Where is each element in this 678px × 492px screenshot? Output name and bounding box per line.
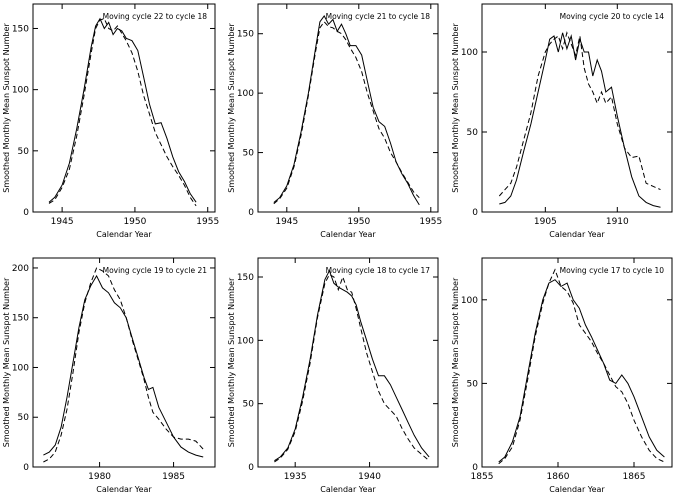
panel-annotation: Moving cycle 21 to cycle 18 [326, 12, 431, 21]
y-axis-label: Smoothed Monthly Mean Sunspot Number [227, 23, 236, 193]
panel-annotation: Moving cycle 19 to cycle 21 [103, 266, 208, 275]
panel-annotation: Moving cycle 18 to cycle 17 [326, 266, 431, 275]
plot-frame [32, 3, 216, 213]
plot-frame [32, 257, 216, 468]
y-tick-label: 50 [467, 379, 479, 389]
chart-panel-2: 0 50 100 150 1945 1950 1955 Calendar Year Smooth… [227, 3, 442, 239]
plot-frame [481, 257, 673, 468]
plot-frame [481, 3, 673, 213]
x-axis-label: Calendar Year [549, 485, 605, 492]
y-tick-label: 100 [237, 89, 254, 99]
series-line-solid [43, 274, 204, 458]
series-line-solid [274, 269, 430, 462]
y-tick-label: 0 [472, 208, 478, 218]
y-tick-label: 50 [243, 149, 255, 159]
x-tick-label: 1905 [534, 217, 557, 227]
y-tick-label: 100 [12, 363, 29, 373]
x-tick-label: 1860 [547, 472, 570, 482]
y-tick-label: 100 [12, 86, 29, 96]
y-tick-label: 0 [248, 208, 254, 218]
y-tick-label: 50 [243, 400, 255, 410]
x-tick-label: 1940 [358, 472, 381, 482]
x-tick-label: 1865 [623, 472, 646, 482]
series-line-solid [498, 279, 665, 463]
y-axis-label: Smoothed Monthly Mean Sunspot Number [451, 23, 460, 193]
x-tick-label: 1950 [123, 217, 146, 227]
x-tick-label: 1980 [88, 472, 111, 482]
series-line-dashed [273, 21, 420, 205]
series-line-dashed [498, 268, 665, 465]
y-tick-label: 150 [237, 273, 254, 283]
plot-frame [257, 257, 439, 468]
chart-panel-6: 0 50 100 1855 1860 1865 Calendar Year Smoothed … [451, 257, 673, 492]
y-tick-label: 150 [12, 314, 29, 324]
y-tick-label: 150 [237, 30, 254, 40]
x-tick-label: 1985 [162, 472, 185, 482]
x-tick-label: 1955 [419, 217, 442, 227]
series-line-dashed [48, 18, 197, 207]
x-axis-label: Calendar Year [549, 230, 605, 239]
chart-panel-1: 0 50 100 150 1945 1950 1955 Calendar Year Smooth… [2, 3, 219, 239]
y-tick-label: 150 [12, 24, 29, 34]
y-axis-label: Smoothed Monthly Mean Sunspot Number [227, 277, 236, 447]
series-line-solid [499, 32, 661, 208]
x-axis-label: Calendar Year [320, 230, 376, 239]
x-tick-label: 1945 [51, 217, 74, 227]
panel-annotation: Moving cycle 20 to cycle 14 [560, 12, 665, 21]
x-tick-label: 1955 [196, 217, 219, 227]
series-line-dashed [274, 273, 430, 463]
panel-annotation: Moving cycle 17 to cycle 10 [560, 266, 665, 275]
y-tick-label: 100 [461, 296, 478, 306]
y-tick-label: 100 [461, 48, 478, 58]
x-tick-label: 1950 [347, 217, 370, 227]
y-tick-label: 50 [18, 147, 30, 157]
x-axis-label: Calendar Year [96, 485, 152, 492]
y-tick-label: 50 [18, 413, 30, 423]
panel-annotation: Moving cycle 22 to cycle 18 [103, 12, 208, 21]
series-line-dashed [43, 267, 204, 463]
series-line-solid [273, 14, 420, 206]
y-axis-label: Smoothed Monthly Mean Sunspot Number [2, 23, 11, 193]
chart-panel-4: 0 50 100 150 200 1980 1985 Calendar Year Smoothe… [2, 257, 216, 492]
y-tick-label: 0 [472, 463, 478, 473]
x-tick-label: 1855 [471, 472, 494, 482]
y-tick-label: 0 [23, 208, 29, 218]
y-tick-label: 0 [248, 463, 254, 473]
x-tick-label: 1945 [275, 217, 298, 227]
y-tick-label: 50 [467, 128, 479, 138]
chart-panel-5: 0 50 100 150 1935 1940 Calendar Year Smoothed M… [227, 257, 439, 492]
series-line-dashed [498, 31, 661, 197]
series-line-solid [48, 17, 197, 203]
x-axis-label: Calendar Year [96, 230, 152, 239]
y-tick-label: 100 [237, 336, 254, 346]
y-tick-label: 200 [12, 264, 29, 274]
y-axis-label: Smoothed Monthly Mean Sunspot Number [451, 277, 460, 447]
x-axis-label: Calendar Year [320, 485, 376, 492]
x-tick-label: 1910 [606, 217, 629, 227]
x-tick-label: 1935 [284, 472, 307, 482]
y-axis-label: Smoothed Monthly Mean Sunspot Number [2, 277, 11, 447]
plot-frame [257, 3, 439, 213]
y-tick-label: 0 [23, 463, 29, 473]
